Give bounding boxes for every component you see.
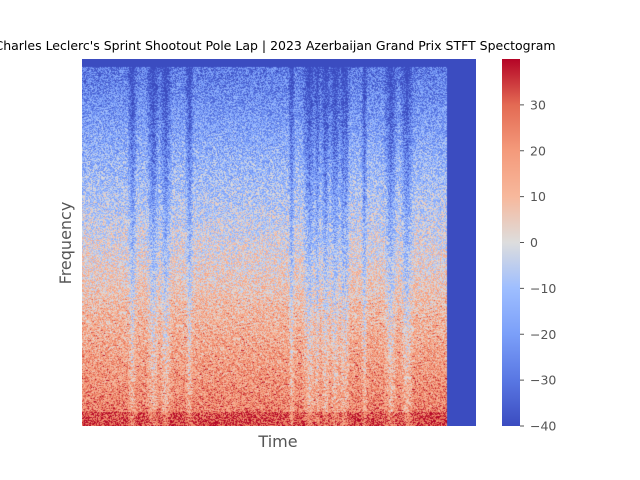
colorbar-tick-label: −30 — [530, 373, 556, 388]
colorbar-tick-label: 10 — [530, 189, 546, 204]
colorbar-tick-label: 20 — [530, 143, 546, 158]
colorbar-tick-label: −20 — [530, 327, 556, 342]
spectrogram-heatmap — [82, 59, 476, 426]
colorbar-tick-label: 30 — [530, 97, 546, 112]
plot-area — [82, 59, 476, 426]
x-axis-label: Time — [257, 432, 297, 451]
colorbar-tick-label: −10 — [530, 281, 556, 296]
colorbar-tick-label: 0 — [530, 235, 538, 250]
y-axis-label: Frequency — [56, 202, 75, 285]
colorbar-ticks: 30 20 10 0 −10 −20 −30 −40 — [520, 97, 556, 434]
chart-title: Charles Leclerc's Sprint Shootout Pole L… — [0, 38, 556, 53]
colorbar — [502, 59, 520, 426]
colorbar-tick-label: −40 — [530, 419, 556, 434]
